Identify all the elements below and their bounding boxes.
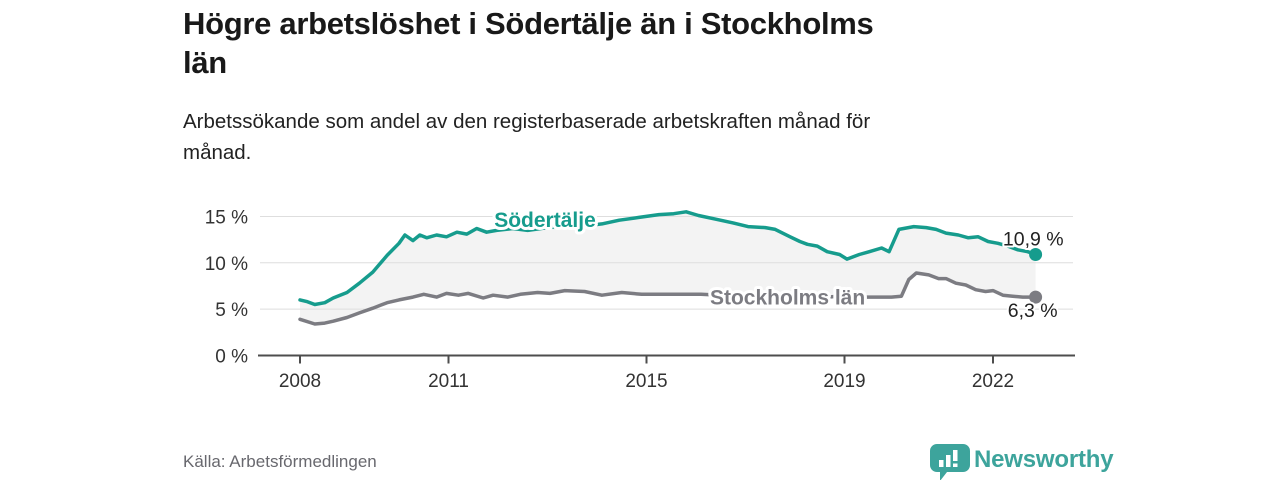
series-end-dot-1 bbox=[1029, 290, 1043, 304]
y-tick-label-15: 15 % bbox=[205, 208, 248, 229]
series-line-1 bbox=[298, 271, 1038, 326]
logo-exclamation-dot bbox=[953, 463, 958, 467]
y-tick-label-10: 10 % bbox=[205, 254, 248, 275]
logo-exclamation-bar bbox=[953, 450, 958, 461]
page-title: Högre arbetslöshet i Södertälje än i Sto… bbox=[183, 4, 1143, 82]
x-tick-label-2022: 2022 bbox=[972, 371, 1014, 392]
series-end-value-1: 6,3 % bbox=[1008, 300, 1058, 322]
x-tick-label-2019: 2019 bbox=[823, 371, 865, 392]
y-tick-label-0: 0 % bbox=[215, 347, 248, 368]
chart-subtitle: Arbetssökande som andel av den registerb… bbox=[183, 106, 1083, 168]
x-tick-label-2015: 2015 bbox=[625, 371, 667, 392]
subtitle-line-2: månad. bbox=[183, 141, 252, 164]
logo-bar-small bbox=[939, 460, 944, 467]
newsworthy-wordmark: Newsworthy bbox=[974, 446, 1114, 473]
y-tick-label-5: 5 % bbox=[215, 300, 248, 321]
series-end-dot-0 bbox=[1029, 248, 1043, 261]
series-line-0 bbox=[298, 210, 1038, 307]
newsworthy-logo-icon bbox=[930, 444, 970, 480]
logo-bar-tall bbox=[946, 455, 951, 467]
title-line-1: Högre arbetslöshet i Södertälje än i Sto… bbox=[183, 6, 874, 41]
series-label-1: Stockholms län bbox=[710, 287, 865, 310]
x-tick-label-2011: 2011 bbox=[428, 371, 469, 392]
subtitle-line-1: Arbetssökande som andel av den registerb… bbox=[183, 110, 871, 133]
title-line-2: län bbox=[183, 45, 227, 80]
series-label-0: Södertälje bbox=[494, 209, 596, 232]
source-note: Källa: Arbetsförmedlingen bbox=[183, 452, 377, 471]
newsworthy-branding: Newsworthy bbox=[928, 443, 1114, 480]
x-tick-label-2008: 2008 bbox=[279, 371, 321, 392]
series-end-value-0: 10,9 % bbox=[1003, 229, 1064, 251]
